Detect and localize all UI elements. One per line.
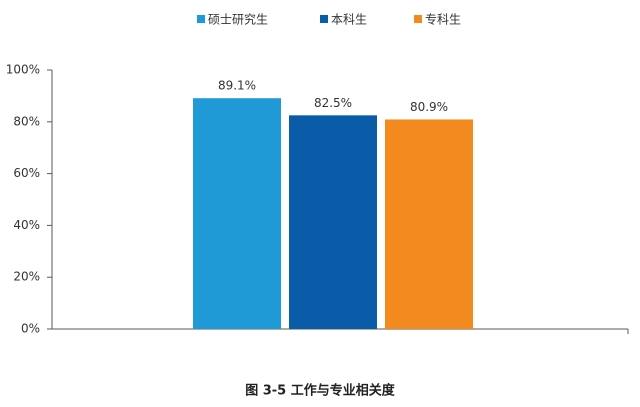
legend-label: 硕士研究生 bbox=[208, 12, 268, 27]
chart-caption: 图 3-5 工作与专业相关度 bbox=[245, 383, 396, 399]
y-tick-label: 60% bbox=[13, 166, 40, 180]
legend-swatch bbox=[414, 15, 422, 23]
legend-label: 本科生 bbox=[331, 13, 367, 27]
y-tick-label: 100% bbox=[6, 63, 40, 77]
data-label: 80.9% bbox=[410, 100, 448, 114]
bar bbox=[385, 119, 473, 330]
y-tick-label: 0% bbox=[21, 322, 40, 336]
y-tick-label: 20% bbox=[13, 270, 40, 284]
bar bbox=[193, 98, 281, 329]
legend-swatch bbox=[197, 15, 205, 23]
data-label: 82.5% bbox=[314, 96, 352, 110]
bar bbox=[289, 115, 377, 329]
legend-swatch bbox=[320, 15, 328, 23]
data-label: 89.1% bbox=[218, 79, 256, 93]
y-tick-label: 80% bbox=[13, 114, 40, 128]
y-tick-label: 40% bbox=[13, 218, 40, 232]
legend-label: 专科生 bbox=[425, 12, 461, 27]
